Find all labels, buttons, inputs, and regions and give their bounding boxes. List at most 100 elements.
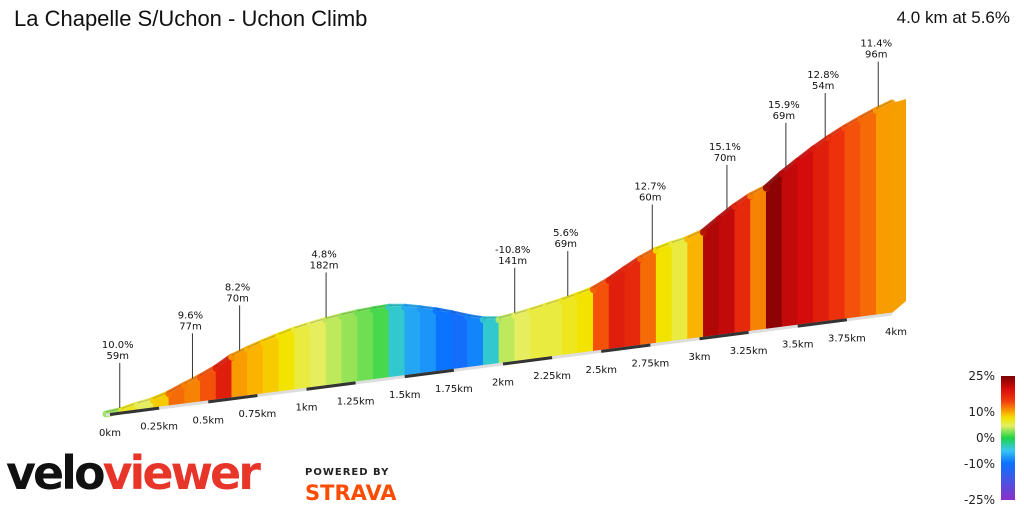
annotation-length: 70m <box>226 293 248 304</box>
profile-segment <box>577 289 594 354</box>
distance-axis-band <box>797 318 848 328</box>
distance-tick-label: 3km <box>689 352 711 363</box>
annotation-length: 77m <box>179 321 201 332</box>
distance-axis-band <box>502 356 553 366</box>
profile-surface-edge <box>872 99 896 115</box>
profile-segment <box>624 258 641 348</box>
distance-tick-label: 1.5km <box>389 390 420 401</box>
distance-tick-label: 3.75km <box>828 333 866 344</box>
distance-tick-label: 2.5km <box>586 365 617 376</box>
distance-tick-label: 4km <box>885 327 907 338</box>
profile-surface-shade <box>876 100 893 110</box>
distance-tick-label: 3.25km <box>730 346 768 357</box>
profile-surface-shade <box>451 311 468 316</box>
profile-segment <box>498 315 516 364</box>
distance-axis-band <box>109 406 160 416</box>
profile-segment <box>781 160 798 328</box>
annotation-length: 69m <box>555 239 577 250</box>
profile-segment <box>703 218 720 338</box>
distance-tick-label: 3.5km <box>782 340 813 351</box>
annotation-gradient: 11.4% <box>860 39 892 50</box>
distance-axis-band <box>699 330 749 341</box>
annotation-gradient: 4.8% <box>311 249 336 260</box>
distance-axis-band <box>208 394 258 404</box>
climb-summary: 4.0 km at 5.6% <box>896 8 1010 27</box>
profile-segment <box>451 313 468 370</box>
annotation-length: 141m <box>498 256 527 267</box>
profile-segment <box>640 249 657 346</box>
legend-tick-label: 10% <box>968 405 995 419</box>
profile-segment <box>482 319 500 366</box>
annotation-gradient: 8.2% <box>225 282 250 293</box>
distance-tick-label: 2km <box>492 377 514 388</box>
profile-segment <box>310 320 327 389</box>
profile-segment <box>718 205 736 336</box>
profile-segment <box>467 316 484 368</box>
annotation-gradient: 10.0% <box>102 340 134 351</box>
annotation-gradient: 15.9% <box>768 100 800 111</box>
annotation-length: 96m <box>865 50 887 61</box>
annotation-length: 182m <box>310 260 339 271</box>
annotation-length: 70m <box>714 153 736 164</box>
distance-tick-label: 1.75km <box>435 384 473 395</box>
annotation-length: 69m <box>773 111 795 122</box>
profile-segment <box>530 305 547 360</box>
profile-segment <box>813 137 830 324</box>
profile-segment <box>325 315 343 387</box>
annotation-gradient: 5.6% <box>553 228 578 239</box>
gradient-legend: 25% 10% 0% -10% -25% <box>964 369 1015 507</box>
profile-segment <box>388 306 405 378</box>
profile-surface-shade <box>467 314 484 319</box>
powered-by-label: POWERED BY <box>305 467 390 478</box>
profile-segment <box>561 295 578 356</box>
profile-segment <box>671 238 688 342</box>
profile-segment <box>875 102 893 316</box>
profile-end-face <box>892 99 906 313</box>
profile-segment <box>372 306 390 381</box>
profile-segment <box>734 195 751 334</box>
profile-surface-edge <box>762 170 786 192</box>
profile-segment <box>687 231 704 340</box>
profile-segment <box>278 329 295 393</box>
profile-surface-shade <box>420 306 437 310</box>
legend-tick-label: 25% <box>968 369 995 383</box>
profile-segment <box>294 324 311 391</box>
veloviewer-logo[interactable]: veloviewer <box>6 446 261 500</box>
distance-tick-label: 1km <box>296 403 318 414</box>
annotation-length: 54m <box>812 81 834 92</box>
distance-tick-label: 0.5km <box>193 415 224 426</box>
profile-segment <box>860 110 877 318</box>
distance-tick-label: 2.25km <box>533 371 571 382</box>
profile-segment <box>765 173 783 330</box>
legend-tick-label: -10% <box>964 457 995 471</box>
profile-top-surface <box>102 99 896 418</box>
profile-surface-shade <box>436 308 452 313</box>
profile-segment <box>655 243 673 344</box>
distance-tick-label: 1.25km <box>337 396 375 407</box>
distance-tick-label: 0km <box>99 428 121 439</box>
distance-axis: 0km 0.25km 0.5km 0.75km 1km 1.25km 1.5km 1.75km… <box>99 312 907 439</box>
legend-tick-label: -25% <box>964 493 995 507</box>
strava-logo[interactable]: STRAVA <box>305 481 397 505</box>
profile-segment <box>341 312 358 385</box>
annotation-length: 60m <box>639 192 661 203</box>
annotation-gradient: -10.8% <box>495 245 530 256</box>
profile-segment <box>828 127 846 322</box>
profile-segment <box>404 306 421 376</box>
annotation-gradient: 12.8% <box>807 70 839 81</box>
distance-tick-label: 0.25km <box>140 422 178 433</box>
distance-axis-band <box>306 381 356 391</box>
profile-segment <box>435 310 453 372</box>
legend-bar <box>1001 376 1015 500</box>
profile-segment <box>545 300 563 358</box>
legend-tick-label: 0% <box>976 431 995 445</box>
distance-axis-band <box>601 343 651 353</box>
segment-annotations: 10.0%59m9.6%77m8.2%70m4.8%182m-10.8%141m… <box>102 39 892 408</box>
annotation-gradient: 12.7% <box>634 181 666 192</box>
annotation-gradient: 9.6% <box>178 310 203 321</box>
profile-segment <box>357 309 374 383</box>
distance-tick-label: 2.75km <box>631 359 669 370</box>
distance-axis-band <box>404 368 455 379</box>
annotation-length: 59m <box>107 351 129 362</box>
